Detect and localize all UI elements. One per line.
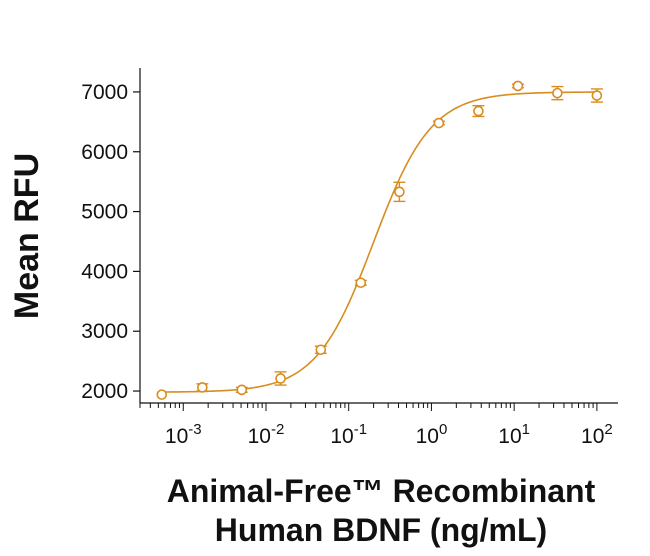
x-tick-base: 10 bbox=[416, 425, 439, 448]
x-tick-exponent: 2 bbox=[604, 421, 612, 438]
x-tick-label: 100 bbox=[416, 421, 448, 448]
axes bbox=[139, 68, 618, 404]
x-tick-base: 10 bbox=[498, 425, 521, 448]
x-tick-base: 10 bbox=[581, 425, 604, 448]
data-point bbox=[314, 344, 327, 356]
x-tick-base: 10 bbox=[248, 425, 271, 448]
data-point bbox=[472, 104, 485, 118]
x-tick-label: 102 bbox=[581, 421, 613, 448]
data-point bbox=[274, 371, 287, 386]
y-tick-label: 2000 bbox=[81, 380, 128, 403]
point-marker bbox=[394, 186, 405, 198]
x-tick-label: 101 bbox=[498, 421, 530, 448]
point-marker bbox=[156, 389, 168, 400]
point-marker bbox=[552, 87, 563, 99]
point-marker bbox=[512, 80, 524, 92]
x-tick-base: 10 bbox=[330, 425, 353, 448]
data-point bbox=[156, 389, 168, 400]
x-tick-label: 10-1 bbox=[330, 421, 367, 448]
data-points bbox=[156, 80, 603, 400]
data-point bbox=[511, 80, 524, 92]
data-point bbox=[590, 88, 603, 103]
x-axis-label-line-2: Human BDNF (ng/mL) bbox=[215, 512, 547, 548]
x-tick-exponent: 1 bbox=[522, 421, 530, 438]
data-point bbox=[354, 277, 367, 289]
data-point bbox=[551, 85, 564, 101]
y-tick-label: 4000 bbox=[81, 260, 128, 283]
x-axis-label-line-1: Animal-Free™ Recombinant bbox=[167, 473, 596, 509]
point-marker bbox=[275, 373, 286, 384]
y-tick-label: 7000 bbox=[81, 81, 128, 104]
point-marker bbox=[591, 90, 603, 101]
point-marker bbox=[473, 105, 484, 117]
x-tick-exponent: 0 bbox=[439, 421, 447, 438]
x-tick-exponent: -1 bbox=[354, 421, 367, 438]
y-axis-label: Mean RFU bbox=[8, 153, 46, 319]
data-point bbox=[196, 382, 209, 393]
y-tick-label: 3000 bbox=[81, 320, 128, 343]
point-marker bbox=[315, 344, 327, 356]
x-tick-label: 10-2 bbox=[248, 421, 285, 448]
y-tick-label: 6000 bbox=[81, 141, 128, 164]
x-tick-base: 10 bbox=[165, 425, 188, 448]
point-marker bbox=[433, 117, 445, 129]
y-axis-ticks: 2000 3000 4000 5000 6000 7000 bbox=[81, 81, 140, 403]
x-tick-exponent: -2 bbox=[271, 421, 284, 438]
point-marker bbox=[197, 382, 208, 393]
data-point bbox=[393, 181, 406, 203]
data-point bbox=[235, 384, 248, 396]
x-tick-label: 10-3 bbox=[165, 421, 202, 448]
y-tick-label: 5000 bbox=[81, 201, 128, 224]
point-marker bbox=[355, 277, 367, 289]
fit-curve bbox=[161, 91, 597, 393]
data-point bbox=[432, 117, 445, 129]
point-marker bbox=[236, 384, 248, 396]
x-tick-exponent: -3 bbox=[188, 421, 201, 438]
x-axis-ticks: 10-3 10-2 10-1 100 101 102 bbox=[139, 403, 613, 448]
